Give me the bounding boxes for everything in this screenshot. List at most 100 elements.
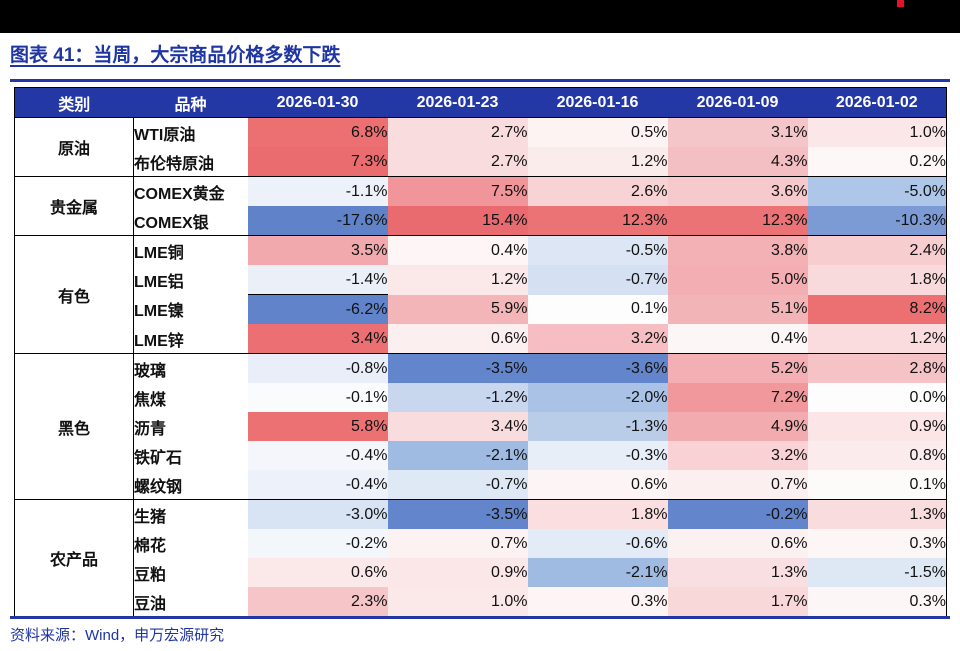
value-cell: 1.7% bbox=[667, 587, 808, 617]
variety-cell: 棉花 bbox=[133, 529, 248, 558]
value-cell: 0.3% bbox=[527, 587, 668, 617]
value-cell: 5.2% bbox=[667, 353, 808, 383]
value-cell: 0.3% bbox=[807, 529, 947, 558]
value-cell: 2.3% bbox=[247, 587, 388, 617]
source-note: 资料来源：Wind，申万宏源研究 bbox=[10, 627, 225, 644]
value-cell: -5.0% bbox=[807, 176, 947, 206]
value-cell: -0.7% bbox=[387, 470, 528, 500]
value-cell: 1.2% bbox=[527, 147, 668, 177]
column-header-5: 2026-01-09 bbox=[667, 87, 808, 118]
value-cell: -0.6% bbox=[527, 529, 668, 558]
value-cell: -3.0% bbox=[247, 499, 388, 529]
value-cell: -1.1% bbox=[247, 176, 388, 206]
value-cell: 0.7% bbox=[387, 529, 528, 558]
table-row: 布伦特原油 7.3% 2.7% 1.2% 4.3% 0.2% bbox=[15, 147, 947, 177]
value-cell: -3.6% bbox=[527, 353, 668, 383]
value-cell: 1.0% bbox=[807, 117, 947, 147]
table-row: 棉花 -0.2% 0.7% -0.6% 0.6% 0.3% bbox=[15, 529, 947, 558]
value-cell: 0.7% bbox=[667, 470, 808, 500]
value-cell: 7.5% bbox=[387, 176, 528, 206]
table-row: 铁矿石 -0.4% -2.1% -0.3% 3.2% 0.8% bbox=[15, 441, 947, 470]
figure-title: 图表 41：当周，大宗商品价格多数下跌 bbox=[10, 45, 341, 66]
value-cell: 12.3% bbox=[527, 206, 668, 236]
value-cell: 1.8% bbox=[527, 499, 668, 529]
variety-cell: WTI原油 bbox=[133, 117, 248, 147]
value-cell: 15.4% bbox=[387, 206, 528, 236]
table-header: 类别 品种 2026-01-30 2026-01-23 2026-01-16 2026-0… bbox=[14, 87, 947, 118]
value-cell: 3.2% bbox=[667, 441, 808, 470]
value-cell: 4.9% bbox=[667, 412, 808, 441]
value-cell: 0.3% bbox=[807, 587, 947, 617]
value-cell: -10.3% bbox=[807, 206, 947, 236]
header-row: 类别 品种 2026-01-30 2026-01-23 2026-01-16 2026-0… bbox=[14, 87, 947, 118]
table-row: 原油 WTI原油 6.8% 2.7% 0.5% 3.1% 1.0% bbox=[14, 117, 947, 177]
value-cell: -1.2% bbox=[387, 383, 528, 412]
table-row: COMEX银 -17.6% 15.4% 12.3% 12.3% -10.3% bbox=[15, 206, 947, 236]
category-cell: 黑色 bbox=[14, 353, 134, 500]
table-row: 农产品 生猪 -3.0% -3.5% 1.8% -0.2% 1.3% bbox=[14, 499, 947, 617]
value-cell: 2.7% bbox=[387, 147, 528, 177]
value-cell: 5.8% bbox=[247, 412, 388, 441]
value-cell: 12.3% bbox=[667, 206, 808, 236]
variety-cell: 铁矿石 bbox=[133, 441, 248, 470]
title-divider bbox=[10, 79, 950, 82]
value-cell: -1.3% bbox=[527, 412, 668, 441]
variety-cell: 豆油 bbox=[133, 587, 248, 617]
value-cell: -0.4% bbox=[247, 470, 388, 500]
value-cell: 0.0% bbox=[807, 383, 947, 412]
table-row: 豆油 2.3% 1.0% 0.3% 1.7% 0.3% bbox=[15, 587, 947, 617]
value-cell: -1.4% bbox=[247, 265, 388, 295]
value-cell: 3.2% bbox=[527, 324, 668, 354]
variety-cell: COMEX黄金 bbox=[133, 176, 248, 206]
value-cell: 3.8% bbox=[667, 235, 808, 265]
value-cell: -6.2% bbox=[247, 294, 388, 324]
value-cell: 0.6% bbox=[387, 324, 528, 354]
value-cell: 1.2% bbox=[387, 265, 528, 295]
value-cell: 3.4% bbox=[247, 324, 388, 354]
value-cell: 0.6% bbox=[667, 529, 808, 558]
value-cell: 8.2% bbox=[807, 294, 947, 324]
value-cell: 4.3% bbox=[667, 147, 808, 177]
category-cell: 原油 bbox=[14, 117, 134, 177]
value-cell: 0.9% bbox=[387, 558, 528, 587]
value-cell: 7.2% bbox=[667, 383, 808, 412]
footer-divider bbox=[10, 616, 950, 619]
variety-cell: 焦煤 bbox=[133, 383, 248, 412]
value-cell: -0.4% bbox=[247, 441, 388, 470]
value-cell: -0.2% bbox=[247, 529, 388, 558]
table-row: 焦煤 -0.1% -1.2% -2.0% 7.2% 0.0% bbox=[15, 383, 947, 412]
value-cell: 0.4% bbox=[667, 324, 808, 354]
value-cell: -1.5% bbox=[807, 558, 947, 587]
value-cell: 5.0% bbox=[667, 265, 808, 295]
top-black-bar bbox=[0, 0, 960, 33]
value-cell: 1.3% bbox=[667, 558, 808, 587]
table-row: 黑色 玻璃 -0.8% -3.5% -3.6% 5.2% 2.8% bbox=[14, 353, 947, 500]
value-cell: 2.6% bbox=[527, 176, 668, 206]
column-header-0: 类别 bbox=[14, 87, 134, 118]
red-logo-mark-icon bbox=[897, 0, 904, 7]
variety-cell: LME铝 bbox=[133, 265, 248, 295]
value-cell: 0.5% bbox=[527, 117, 668, 147]
table-row: 沥青 5.8% 3.4% -1.3% 4.9% 0.9% bbox=[15, 412, 947, 441]
value-cell: 7.3% bbox=[247, 147, 388, 177]
value-cell: -0.8% bbox=[247, 353, 388, 383]
variety-cell: 豆粕 bbox=[133, 558, 248, 587]
value-cell: 3.4% bbox=[387, 412, 528, 441]
value-cell: -0.1% bbox=[247, 383, 388, 412]
column-header-6: 2026-01-02 bbox=[807, 87, 947, 118]
variety-cell: LME镍 bbox=[133, 294, 248, 324]
value-cell: 2.4% bbox=[807, 235, 947, 265]
value-cell: 0.6% bbox=[527, 470, 668, 500]
value-cell: -17.6% bbox=[247, 206, 388, 236]
table-row: 螺纹钢 -0.4% -0.7% 0.6% 0.7% 0.1% bbox=[15, 470, 947, 500]
column-header-2: 2026-01-30 bbox=[247, 87, 388, 118]
table-row: 豆粕 0.6% 0.9% -2.1% 1.3% -1.5% bbox=[15, 558, 947, 587]
variety-cell: 布伦特原油 bbox=[133, 147, 248, 177]
value-cell: 6.8% bbox=[247, 117, 388, 147]
value-cell: 5.9% bbox=[387, 294, 528, 324]
variety-cell: 生猪 bbox=[133, 499, 248, 529]
value-cell: 1.0% bbox=[387, 587, 528, 617]
column-header-1: 品种 bbox=[133, 87, 248, 118]
value-cell: -3.5% bbox=[387, 499, 528, 529]
variety-cell: 螺纹钢 bbox=[133, 470, 248, 500]
